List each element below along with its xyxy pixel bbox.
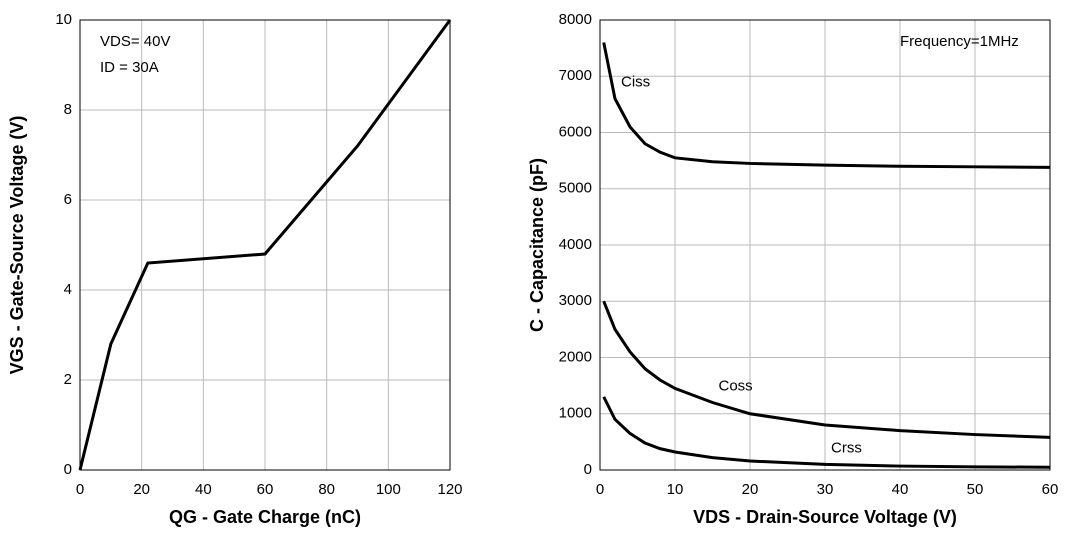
y-tick-label: 7000 xyxy=(559,67,592,84)
x-tick-label: 20 xyxy=(742,481,759,498)
x-tick-label: 30 xyxy=(817,481,834,498)
annotation: VDS= 40V xyxy=(100,33,170,50)
y-tick-label: 2000 xyxy=(559,348,592,365)
y-tick-label: 6000 xyxy=(559,123,592,140)
x-tick-label: 20 xyxy=(133,481,150,498)
series-label: Crss xyxy=(831,439,862,456)
y-tick-label: 10 xyxy=(55,11,72,28)
annotation: ID = 30A xyxy=(100,59,159,76)
y-tick-label: 3000 xyxy=(559,292,592,309)
y-axis-label: C - Capacitance (pF) xyxy=(527,158,547,332)
plot-frame xyxy=(79,19,451,471)
y-tick-label: 4 xyxy=(64,281,72,298)
y-tick-label: 6 xyxy=(64,191,72,208)
x-tick-label: 120 xyxy=(437,481,462,498)
series-line xyxy=(78,19,452,471)
x-axis-label: QG - Gate Charge (nC) xyxy=(169,507,361,527)
annotation: Frequency=1MHz xyxy=(900,33,1019,50)
x-tick-label: 50 xyxy=(967,481,984,498)
x-axis-label: VDS - Drain-Source Voltage (V) xyxy=(693,507,957,527)
series-label: Ciss xyxy=(621,74,650,91)
series-line xyxy=(602,396,1051,469)
y-tick-label: 0 xyxy=(64,461,72,478)
series-line xyxy=(602,300,1051,439)
y-tick-label: 1000 xyxy=(559,405,592,422)
x-tick-label: 0 xyxy=(596,481,604,498)
y-tick-label: 0 xyxy=(584,461,592,478)
y-tick-label: 8000 xyxy=(559,11,592,28)
series-label: Coss xyxy=(719,377,753,394)
plot-frame xyxy=(599,19,1051,471)
y-tick-label: 2 xyxy=(64,371,72,388)
x-tick-label: 40 xyxy=(892,481,909,498)
x-tick-label: 0 xyxy=(76,481,84,498)
x-tick-label: 10 xyxy=(667,481,684,498)
x-tick-label: 40 xyxy=(195,481,212,498)
y-axis-label: VGS - Gate-Source Voltage (V) xyxy=(7,116,27,375)
x-tick-label: 60 xyxy=(1042,481,1059,498)
y-tick-label: 4000 xyxy=(559,236,592,253)
x-tick-label: 60 xyxy=(257,481,274,498)
x-tick-label: 100 xyxy=(376,481,401,498)
x-tick-label: 80 xyxy=(318,481,335,498)
y-tick-label: 8 xyxy=(64,101,72,118)
series-line xyxy=(602,42,1051,169)
y-tick-label: 5000 xyxy=(559,180,592,197)
